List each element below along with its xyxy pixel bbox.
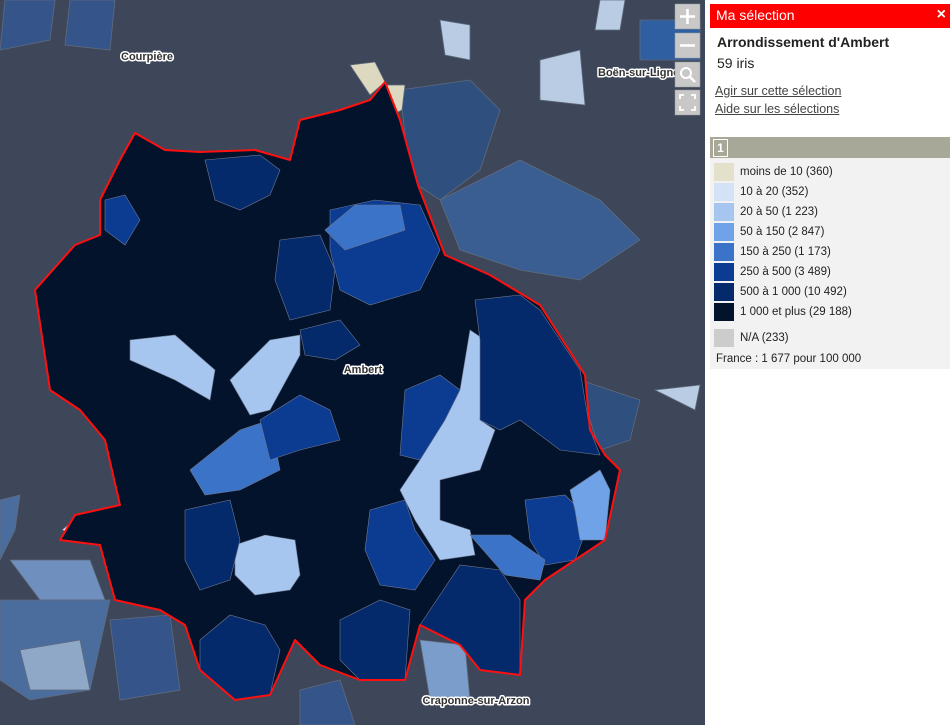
legend-label: 50 à 150 (2 847) <box>740 226 825 238</box>
link[interactable]: Aide sur les sélections <box>715 102 840 116</box>
link[interactable]: Agir sur cette sélection <box>715 84 842 98</box>
legend-item: 250 à 500 (3 489) <box>714 263 831 281</box>
panel-title: Ma sélection <box>716 7 795 23</box>
selection-outline <box>34 81 621 701</box>
legend-item: moins de 10 (360) <box>714 163 833 181</box>
legend-label: moins de 10 (360) <box>740 166 833 178</box>
place-label: Boën-sur-Lignon <box>598 67 687 79</box>
legend-label: 20 à 50 (1 223) <box>740 206 819 218</box>
legend-label: 1 000 et plus (29 188) <box>740 306 852 318</box>
legend-swatch <box>714 183 734 201</box>
legend-label: 10 à 20 (352) <box>740 186 809 198</box>
legend-swatch <box>714 329 734 347</box>
legend-item: 150 à 250 (1 173) <box>714 243 831 261</box>
selection-zones[interactable] <box>34 81 621 701</box>
place-label: Craponne-sur-Arzon <box>423 695 530 707</box>
selection-name: Arrondissement d'Ambert <box>717 34 890 50</box>
legend-label: 150 à 250 (1 173) <box>740 246 831 258</box>
legend-tab[interactable]: 1 <box>713 139 728 157</box>
selection-count: 59 iris <box>717 55 755 71</box>
legend-swatch <box>714 203 734 221</box>
legend-item: 1 000 et plus (29 188) <box>714 303 852 321</box>
zoom-out-button[interactable] <box>674 32 701 59</box>
legend-item: 20 à 50 (1 223) <box>714 203 818 221</box>
legend-item: 10 à 20 (352) <box>714 183 808 201</box>
legend-swatch <box>714 163 734 181</box>
place-label: Courpière <box>121 51 173 63</box>
legend-item: N/A (233) <box>714 329 789 347</box>
search-button[interactable] <box>674 61 701 88</box>
map[interactable]: Courpière Boën-sur-Lignon Ambert Craponn… <box>0 0 705 725</box>
zoom-in-button[interactable] <box>674 3 701 30</box>
legend-swatch <box>714 303 734 321</box>
place-label: Ambert <box>344 364 383 376</box>
legend-label: N/A (233) <box>740 332 789 344</box>
legend-swatch <box>714 223 734 241</box>
legend-swatch <box>714 263 734 281</box>
legend-label: 250 à 500 (3 489) <box>740 266 831 278</box>
legend-note: France : 1 677 pour 100 000 <box>716 353 862 365</box>
legend-item: 50 à 150 (2 847) <box>714 223 824 241</box>
legend-swatch <box>714 243 734 261</box>
legend-item: 500 à 1 000 (10 492) <box>714 283 847 301</box>
fullscreen-button[interactable] <box>674 89 701 116</box>
selection-panel: Ma sélection × Arrondissement d'Ambert 5… <box>705 0 950 725</box>
panel-header: Ma sélection × <box>710 4 950 28</box>
legend-swatch <box>714 283 734 301</box>
legend-tab-bar: 1 <box>710 137 950 158</box>
legend-label: 500 à 1 000 (10 492) <box>740 286 847 298</box>
legend: 1 moins de 10 (360) 10 à 20 (352) 20 à 50 … <box>710 137 950 369</box>
close-button[interactable]: × <box>936 6 946 23</box>
